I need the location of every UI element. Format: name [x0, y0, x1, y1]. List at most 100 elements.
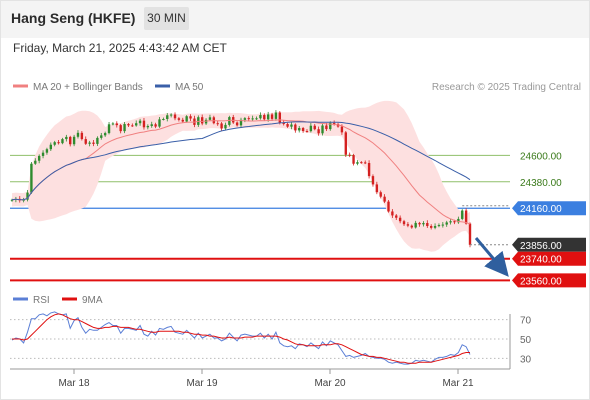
candle-body — [146, 125, 150, 128]
candle-body — [356, 162, 359, 164]
candle-body — [259, 115, 262, 119]
legend: MA 20 + Bollinger Bands MA 50 Research ©… — [13, 82, 581, 93]
candle-body — [313, 125, 316, 130]
candle-body — [154, 124, 157, 127]
candle-body — [208, 117, 212, 120]
candle-body — [332, 122, 336, 125]
candle-body — [96, 137, 99, 144]
candle-body — [294, 124, 297, 131]
candle-body — [138, 120, 142, 124]
candle-body — [181, 119, 184, 122]
x-tick-label: Mar 19 — [186, 378, 218, 389]
bollinger-band-fill — [12, 100, 470, 252]
candle-body — [329, 122, 332, 130]
candle-body — [391, 211, 394, 216]
candle-body — [49, 144, 53, 150]
candle-body — [461, 210, 464, 219]
candle-body — [348, 154, 351, 156]
candle-body — [371, 176, 375, 185]
candle-body — [367, 163, 371, 177]
candle-body — [119, 125, 122, 132]
candle-body — [247, 118, 250, 120]
candle-body — [224, 124, 227, 129]
candle-body — [26, 192, 29, 200]
candle-body — [379, 192, 382, 197]
candle-body — [100, 135, 103, 138]
price-level-tag — [512, 273, 586, 288]
candle-body — [468, 223, 472, 245]
candle-body — [72, 136, 76, 145]
candle-body — [406, 224, 410, 226]
candle-body — [383, 196, 386, 202]
candle-body — [177, 118, 181, 120]
candle-body — [387, 201, 390, 212]
candle-body — [200, 117, 204, 124]
candle-body — [266, 114, 270, 120]
rsi-line — [11, 311, 471, 365]
candle-body — [340, 126, 344, 133]
price-level-tag — [512, 201, 586, 216]
candle-body — [65, 136, 68, 140]
candle-body — [107, 124, 111, 134]
x-tick-label: Mar 21 — [442, 378, 474, 389]
price-level-label: 23856.00 — [520, 241, 562, 252]
rsi-legend: RSI 9MA — [13, 295, 103, 306]
chart-datetime: Friday, March 21, 2025 4:43:42 AM CET — [13, 41, 227, 55]
candle-body — [360, 162, 363, 164]
x-tick-label: Mar 18 — [58, 378, 90, 389]
candle-body — [429, 226, 433, 228]
candle-body — [274, 112, 278, 119]
price-level-tag — [512, 237, 586, 252]
research-credit: Research © 2025 Trading Central — [432, 82, 581, 93]
candle-body — [88, 142, 91, 144]
candle-body — [84, 139, 87, 144]
candle-body — [123, 124, 126, 132]
candle-body — [150, 124, 153, 126]
ma50-legend-label: MA 50 — [175, 82, 204, 93]
ma50-line — [11, 121, 471, 201]
price-level-label: 23740.00 — [520, 255, 562, 266]
candle-body — [255, 118, 258, 120]
candle-body — [344, 132, 347, 155]
chart-header — [0, 0, 590, 38]
candle-body — [92, 142, 95, 144]
candle-body — [290, 124, 293, 127]
candle-body — [220, 123, 223, 129]
price-level-label: 24380.00 — [520, 178, 562, 189]
candle-body — [37, 155, 41, 161]
candle-body — [166, 115, 169, 119]
candle-body — [305, 131, 309, 133]
candle-body — [131, 125, 134, 127]
timeframe-button[interactable]: 30 MIN — [144, 7, 189, 30]
candle-body — [127, 124, 130, 126]
candle-body — [395, 215, 398, 218]
candle-body — [433, 226, 437, 228]
rsi-tick-label: 70 — [520, 316, 532, 327]
candle-body — [453, 221, 456, 223]
candle-body — [298, 128, 301, 131]
candle-body — [10, 199, 14, 201]
candle-body — [57, 142, 60, 144]
candle-body — [375, 184, 379, 193]
candle-body — [398, 217, 402, 222]
candle-body — [422, 223, 425, 225]
candle-body — [441, 224, 445, 226]
candle-body — [158, 119, 161, 127]
candle-body — [204, 119, 208, 124]
candle-body — [80, 132, 84, 140]
candle-body — [239, 119, 243, 126]
candle-body — [352, 155, 355, 164]
candle-body — [103, 133, 107, 136]
candle-body — [169, 114, 173, 116]
candle-body — [449, 221, 452, 223]
candle-body — [53, 142, 56, 145]
candle-body — [30, 163, 33, 193]
price-level-tag — [512, 251, 586, 266]
candle-body — [115, 123, 118, 126]
candle-body — [45, 149, 49, 153]
forecast-arrow — [474, 237, 509, 277]
x-tick-label: Mar 20 — [314, 378, 346, 389]
candle-body — [41, 152, 45, 156]
candle-body — [228, 117, 231, 125]
